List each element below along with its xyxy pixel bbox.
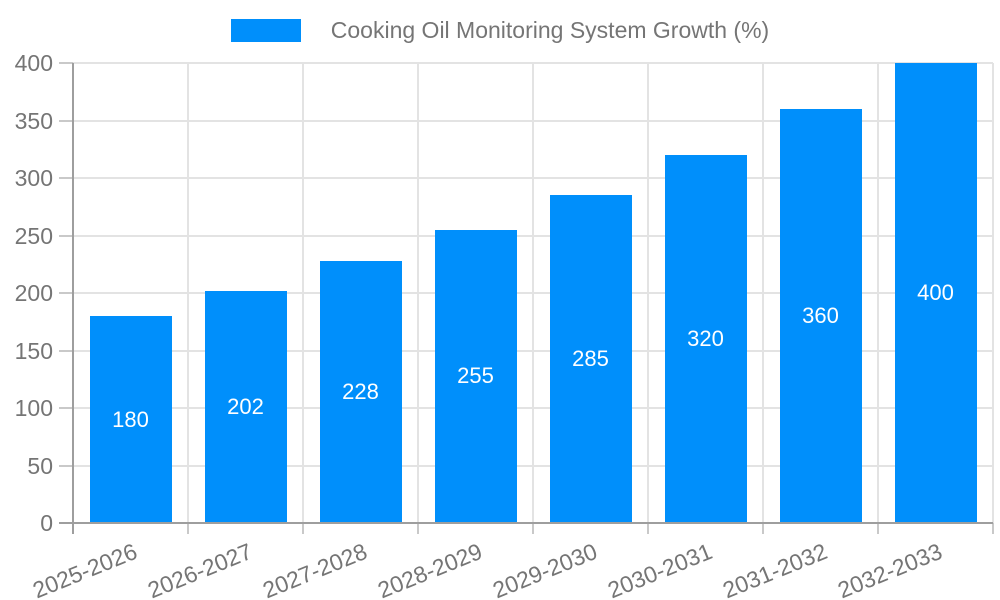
x-axis-tick [302, 523, 304, 534]
x-gridline [532, 63, 534, 523]
bar-2032-2033[interactable] [894, 63, 977, 523]
x-axis-line [59, 522, 993, 524]
x-gridline [187, 63, 189, 523]
bar-value-label: 400 [917, 280, 954, 305]
bar-2031-2032[interactable] [779, 109, 862, 523]
bar-2028-2029[interactable] [434, 229, 517, 523]
y-axis-tick [59, 119, 73, 122]
y-axis-tick-label: 400 [14, 50, 53, 76]
legend-label: Cooking Oil Monitoring System Growth (%) [330, 17, 770, 43]
y-axis-tick-label: 150 [14, 337, 53, 364]
x-axis-tick [532, 523, 534, 534]
x-gridline [417, 63, 419, 523]
x-axis-tick [762, 523, 764, 534]
bar-value-label: 202 [227, 393, 264, 419]
y-axis-tick [59, 292, 73, 294]
x-axis-tick [992, 523, 994, 534]
bar-2025-2026[interactable] [89, 316, 172, 523]
y-axis-tick [59, 464, 73, 467]
y-axis-tick-label: 250 [14, 222, 53, 249]
chart-legend[interactable]: Cooking Oil Monitoring System Growth (%) [0, 15, 1000, 45]
y-axis-tick-label: 50 [27, 452, 53, 479]
bar-value-label: 180 [112, 406, 149, 432]
x-gridline [762, 63, 764, 523]
x-axis-tick [417, 523, 419, 534]
bar-value-label: 255 [457, 363, 494, 389]
y-axis-tick-label: 300 [14, 165, 53, 191]
x-gridline [302, 63, 304, 523]
y-axis-tick [59, 234, 73, 237]
x-gridline [877, 63, 879, 523]
y-axis-tick-label: 200 [14, 280, 53, 306]
x-gridline [992, 63, 994, 523]
bar-value-label: 360 [802, 303, 839, 328]
y-axis-tick-label: 100 [14, 395, 53, 421]
y-axis-tick [59, 349, 73, 352]
y-axis-line [72, 63, 74, 523]
x-axis-tick [187, 523, 189, 534]
y-axis-tick-label: 0 [40, 510, 53, 536]
x-axis-tick [877, 523, 879, 534]
x-axis-tick [647, 523, 649, 534]
y-axis-tick [59, 177, 73, 179]
bar-2026-2027[interactable] [204, 290, 287, 523]
y-axis-tick-label: 350 [14, 107, 53, 134]
x-gridline [647, 63, 649, 523]
x-axis-tick [72, 523, 74, 534]
bar-2029-2030[interactable] [549, 195, 632, 523]
bar-value-label: 228 [342, 378, 379, 404]
y-axis-tick [59, 62, 73, 64]
y-axis-tick [59, 407, 73, 409]
legend-swatch [230, 18, 301, 42]
bar-2030-2031[interactable] [664, 155, 747, 523]
bar-value-label: 320 [687, 326, 724, 351]
bar-value-label: 285 [572, 346, 609, 372]
bar-2027-2028[interactable] [319, 260, 402, 523]
